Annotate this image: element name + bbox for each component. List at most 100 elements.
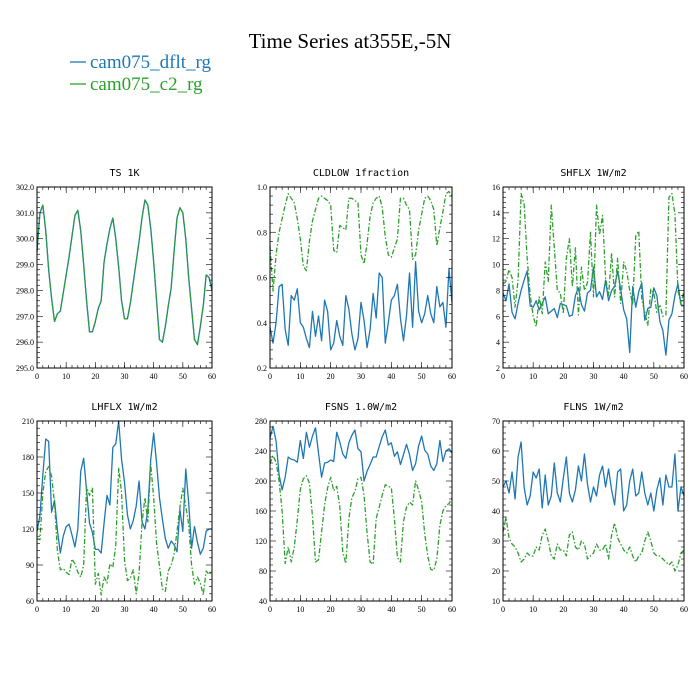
panel-2: CLDLOW 1fraction 0 10 20 30 40 50 60 0.2 0.4 0.6 0.… (257, 168, 456, 381)
y-tick-label: 150 (22, 489, 34, 498)
series-line-dflt (269, 261, 453, 351)
x-tick-label: 40 (150, 605, 158, 614)
x-tick-label: 30 (121, 605, 129, 614)
panel-1: TS 1K 0 10 20 30 40 50 60 295.0 296.0 297.0 298.0 29… (16, 168, 216, 381)
panels: TS 1K0 10 20 30 40 50 60295.0296.0297.0298.029… (16, 168, 688, 614)
y-tick-label: 300.0 (16, 235, 34, 244)
y-tick-label: 297.0 (16, 312, 34, 321)
series-line-dflt (36, 420, 212, 555)
x-tick-label: 0 (35, 372, 39, 381)
y-tick-label: 20 (492, 567, 500, 576)
series-line-c2 (36, 199, 213, 346)
figure-title: Time Series at355E,-5N (249, 29, 452, 53)
y-tick-label: 299.0 (16, 261, 34, 270)
y-tick-label: 0.2 (257, 364, 267, 373)
panel-title: FLNS 1W/m2 (563, 402, 623, 413)
y-tick-label: 296.0 (16, 338, 34, 347)
x-tick-label: 60 (208, 605, 216, 614)
x-tick-label: 10 (296, 605, 304, 614)
panel-title: CLDLOW 1fraction (313, 168, 409, 179)
panel-title: TS 1K (109, 168, 139, 179)
x-tick-label: 20 (559, 605, 567, 614)
x-tick-label: 60 (208, 372, 216, 381)
y-tick-label: 30 (492, 537, 500, 546)
y-tick-label: 40 (259, 597, 267, 606)
y-tick-label: 6 (496, 312, 500, 321)
x-tick-label: 30 (590, 372, 598, 381)
series-line-dflt (269, 425, 453, 491)
y-tick-label: 298.0 (16, 286, 34, 295)
panel-title: LHFLX 1W/m2 (91, 402, 157, 413)
y-tick-label: 0.6 (257, 274, 267, 283)
x-tick-label: 10 (529, 372, 537, 381)
y-tick-label: 10 (492, 261, 500, 270)
y-tick-label: 210 (22, 417, 34, 426)
y-tick-label: 80 (259, 567, 267, 576)
x-tick-label: 10 (62, 372, 70, 381)
x-tick-label: 30 (357, 372, 365, 381)
y-tick-label: 160 (255, 507, 267, 516)
x-tick-label: 40 (150, 372, 158, 381)
x-tick-label: 50 (418, 372, 426, 381)
x-tick-label: 60 (680, 372, 688, 381)
y-tick-label: 40 (492, 507, 500, 516)
x-tick-label: 50 (179, 372, 187, 381)
legend-label-c2: cam075_c2_rg (90, 74, 203, 95)
panel-title: SHFLX 1W/m2 (560, 168, 626, 179)
y-tick-label: 200 (255, 477, 267, 486)
x-tick-label: 30 (357, 605, 365, 614)
y-tick-label: 12 (492, 235, 500, 244)
x-tick-label: 40 (620, 605, 628, 614)
x-tick-label: 50 (418, 605, 426, 614)
y-tick-label: 1.0 (257, 183, 267, 192)
x-tick-label: 20 (327, 372, 335, 381)
x-tick-label: 50 (650, 605, 658, 614)
x-tick-label: 20 (559, 372, 567, 381)
x-tick-label: 0 (501, 372, 505, 381)
y-tick-label: 301.0 (16, 209, 34, 218)
y-tick-label: 50 (492, 477, 500, 486)
x-tick-label: 60 (448, 605, 456, 614)
x-tick-label: 30 (590, 605, 598, 614)
legend-label-dflt: cam075_dflt_rg (90, 52, 212, 73)
y-tick-label: 16 (492, 183, 500, 192)
x-tick-label: 40 (387, 605, 395, 614)
x-tick-label: 10 (529, 605, 537, 614)
x-tick-label: 20 (91, 372, 99, 381)
x-tick-label: 60 (680, 605, 688, 614)
y-tick-label: 0.4 (257, 319, 267, 328)
y-tick-label: 2 (496, 364, 500, 373)
y-tick-label: 280 (255, 417, 267, 426)
x-tick-label: 0 (268, 372, 272, 381)
x-tick-label: 30 (121, 372, 129, 381)
series-line-c2 (502, 516, 685, 572)
panel-5: FSNS 1.0W/m2 0 10 20 30 40 50 60 40 80 120 160 200 24… (255, 402, 456, 614)
x-tick-label: 0 (35, 605, 39, 614)
y-tick-label: 60 (492, 447, 500, 456)
y-tick-label: 14 (492, 209, 500, 218)
y-tick-label: 180 (22, 453, 34, 462)
y-tick-label: 240 (255, 447, 267, 456)
series-line-c2 (36, 463, 213, 596)
x-tick-label: 40 (387, 372, 395, 381)
series-line-c2 (269, 454, 453, 571)
x-tick-label: 40 (620, 372, 628, 381)
x-tick-label: 50 (650, 372, 658, 381)
x-tick-label: 20 (91, 605, 99, 614)
y-tick-label: 60 (26, 597, 34, 606)
series-line-c2 (502, 192, 685, 328)
panel-4: LHFLX 1W/m2 0 10 20 30 40 50 60 60 90 120 150 180 210 (22, 402, 216, 614)
x-tick-label: 10 (296, 372, 304, 381)
x-tick-label: 10 (62, 605, 70, 614)
y-tick-label: 90 (26, 561, 34, 570)
series-line-c2 (269, 190, 453, 292)
y-tick-label: 295.0 (16, 364, 34, 373)
y-tick-label: 0.8 (257, 228, 267, 237)
x-tick-label: 50 (179, 605, 187, 614)
series-line-dflt (502, 266, 685, 356)
y-tick-label: 120 (255, 537, 267, 546)
x-tick-label: 20 (327, 605, 335, 614)
